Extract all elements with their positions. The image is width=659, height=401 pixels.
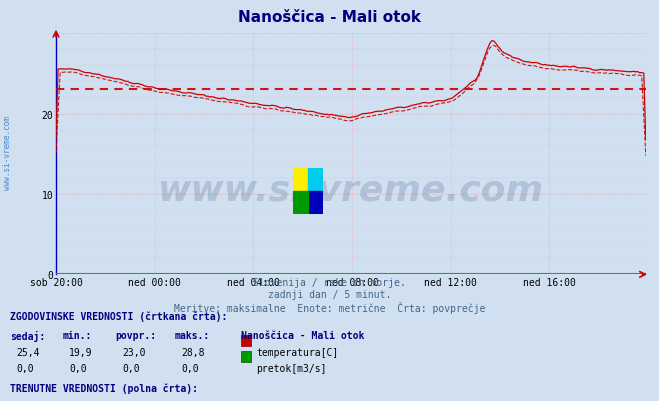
Text: www.si-vreme.com: www.si-vreme.com (3, 115, 13, 189)
Text: 19,9: 19,9 (69, 347, 93, 357)
Text: 0,0: 0,0 (16, 363, 34, 373)
Text: min.:: min.: (63, 330, 92, 340)
Text: povpr.:: povpr.: (115, 330, 156, 340)
Text: 0,0: 0,0 (122, 363, 140, 373)
Text: 0,0: 0,0 (181, 363, 199, 373)
Bar (293, 168, 308, 191)
Text: sedaj:: sedaj: (10, 330, 45, 341)
Text: pretok[m3/s]: pretok[m3/s] (256, 363, 327, 373)
Text: 0,0: 0,0 (69, 363, 87, 373)
Bar (308, 191, 323, 215)
Text: Meritve: maksimalne  Enote: metrične  Črta: povprečje: Meritve: maksimalne Enote: metrične Črta… (174, 302, 485, 314)
Text: TRENUTNE VREDNOSTI (polna črta):: TRENUTNE VREDNOSTI (polna črta): (10, 383, 198, 393)
Text: zadnji dan / 5 minut.: zadnji dan / 5 minut. (268, 290, 391, 300)
Text: Slovenija / reke in morje.: Slovenija / reke in morje. (253, 277, 406, 288)
Bar (308, 168, 323, 191)
Text: 23,0: 23,0 (122, 347, 146, 357)
Text: ZGODOVINSKE VREDNOSTI (črtkana črta):: ZGODOVINSKE VREDNOSTI (črtkana črta): (10, 311, 227, 321)
Text: 25,4: 25,4 (16, 347, 40, 357)
Text: Nanoščica - Mali otok: Nanoščica - Mali otok (238, 10, 421, 25)
Text: Nanoščica - Mali otok: Nanoščica - Mali otok (241, 330, 364, 340)
Text: 28,8: 28,8 (181, 347, 205, 357)
Text: www.si-vreme.com: www.si-vreme.com (158, 174, 544, 207)
Text: temperatura[C]: temperatura[C] (256, 347, 339, 357)
Bar (293, 191, 308, 215)
Text: maks.:: maks.: (175, 330, 210, 340)
